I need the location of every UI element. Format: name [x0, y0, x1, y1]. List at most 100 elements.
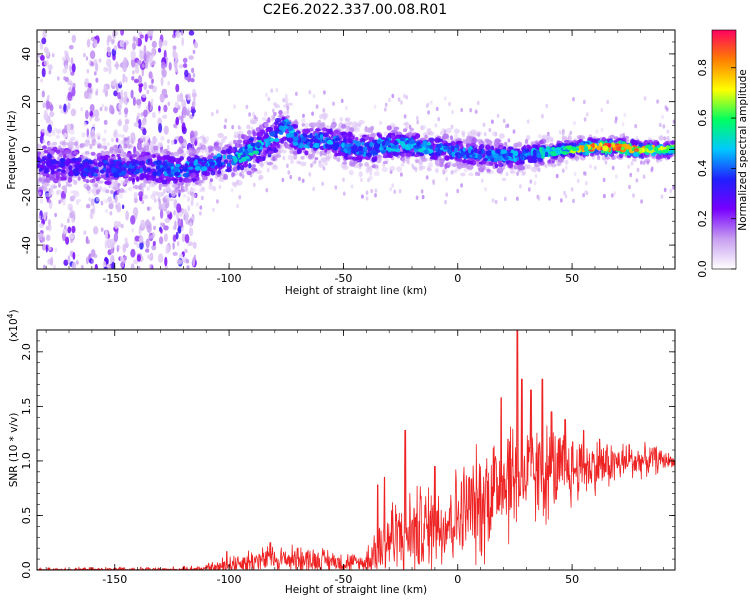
spectrogram-ridge-blob: [460, 172, 466, 177]
spectrogram-ridge-blob: [434, 168, 440, 173]
spectrogram-ridge-blob: [274, 104, 280, 109]
spectrogram-ridge-blob: [112, 186, 119, 191]
spectrogram-noise-blob: [94, 116, 100, 122]
spectrogram-ridge-blob: [524, 138, 529, 144]
spectrogram-ridge-blob: [217, 132, 224, 139]
spectrogram-noise-blob: [124, 237, 128, 245]
spectrogram-noise-blob: [63, 76, 66, 81]
spectrogram-ridge-blob: [324, 161, 328, 166]
spectrogram-scatter-blob: [75, 260, 79, 265]
spectrogram-ridge-blob: [666, 136, 670, 141]
spectrogram-noise-blob: [134, 67, 140, 74]
spectrogram-ridge-blob: [300, 161, 307, 167]
spectrogram-scatter-blob: [302, 113, 305, 119]
spectrogram-noise-blob: [132, 42, 136, 50]
spectrogram-scatter-blob: [589, 164, 592, 169]
spectrogram-noise-blob: [114, 31, 119, 36]
spectrogram-ridge-blob: [236, 139, 243, 144]
spectrogram-ridge-blob: [463, 168, 468, 173]
spectrogram-noise-blob: [175, 116, 180, 126]
spectrogram-scatter-blob: [159, 222, 163, 227]
spectrogram-noise-blob: [186, 109, 190, 117]
spectrogram-noise-blob: [103, 119, 108, 125]
spectrogram-ridge-blob: [120, 153, 126, 158]
spectrogram-ridge-blob: [143, 145, 150, 151]
spectrogram-ridge-blob: [282, 136, 287, 142]
spectrogram-scatter-blob: [295, 91, 298, 97]
spectrogram-ridge-blob: [239, 164, 245, 171]
spectrogram-ridge-blob: [236, 164, 241, 171]
spectrogram-ridge-blob: [51, 129, 55, 134]
spectrogram-scatter-blob: [60, 223, 64, 228]
spectrogram-ridge-blob: [41, 161, 45, 165]
spectrogram-ridge-blob: [609, 134, 615, 139]
spectrogram-ridge-blob: [186, 156, 192, 162]
spectrogram-noise-blob: [143, 44, 147, 55]
spectrogram-ridge-blob: [86, 185, 91, 191]
spectrogram-scatter-blob: [576, 178, 580, 184]
spectrogram-ridge-blob: [528, 164, 532, 170]
spectrogram-scatter-blob: [48, 246, 52, 251]
spectrogram-ridge-blob: [39, 198, 44, 204]
spectrogram-scatter-blob: [391, 93, 395, 99]
spectrogram-ridge-blob: [247, 130, 252, 135]
spectrogram-ridge-blob: [396, 166, 402, 173]
spectrogram-scatter-blob: [600, 127, 604, 132]
spectrogram-scatter-blob: [131, 228, 135, 233]
spectrogram-noise-blob: [143, 81, 148, 91]
spectrogram-scatter-blob: [660, 194, 664, 199]
spectrogram-ridge-blob: [233, 139, 237, 145]
spectrogram-ridge-blob: [82, 178, 88, 182]
spectrogram-scatter-blob: [167, 81, 171, 86]
spectrogram-ridge-blob: [412, 166, 418, 171]
spectrogram-noise-blob: [164, 256, 168, 267]
spectrogram-ridge-blob: [178, 188, 185, 193]
spectrogram-noise-blob: [109, 104, 113, 114]
spectrogram-ridge-blob: [100, 169, 105, 174]
spectrogram-ridge-blob: [355, 136, 359, 141]
spectrogram-noise-blob: [108, 202, 114, 210]
spectrogram-noise-blob: [85, 56, 89, 61]
spectrogram-noise-blob: [190, 137, 196, 144]
spectrogram-scatter-blob: [86, 69, 90, 74]
spectrogram-ridge-blob: [426, 127, 431, 132]
spectrogram-ridge-blob: [236, 180, 243, 186]
spectrogram-ridge-blob: [128, 176, 133, 182]
spectrogram-ridge-blob: [447, 161, 452, 166]
spectrogram-ridge-blob: [207, 145, 214, 150]
spectrogram-scatter-blob: [384, 102, 388, 108]
spectrogram-ridge-blob: [516, 161, 520, 166]
spectrogram-ridge-blob: [148, 179, 152, 184]
spectrogram-scatter-blob: [150, 98, 154, 103]
spectrogram-scatter-blob: [252, 112, 256, 117]
spectrogram-scatter-blob: [570, 187, 574, 192]
spectrogram-noise-blob: [87, 82, 92, 88]
spectrogram-noise-blob: [193, 101, 196, 106]
spectrogram-ridge-blob: [428, 137, 435, 143]
spectrogram-noise-blob: [70, 57, 74, 65]
spectrogram-ridge-blob: [106, 181, 112, 185]
spectrogram-scatter-blob: [298, 176, 301, 181]
spectrogram-noise-blob: [43, 46, 49, 54]
spectrogram-scatter-blob: [310, 163, 313, 168]
spectrogram-noise-blob: [133, 192, 138, 198]
spectrogram-noise-blob: [151, 78, 154, 84]
spectrogram-noise-blob: [85, 109, 89, 120]
spectrogram-ridge-blob: [275, 117, 282, 123]
spectrogram-ridge-blob: [286, 121, 292, 125]
spectrogram-ridge-blob: [97, 189, 101, 193]
spectrogram-noise-blob: [121, 204, 125, 210]
spectrogram-noise-blob: [131, 76, 135, 81]
spectrogram-ridge-blob: [183, 194, 187, 198]
spectrogram-ridge-blob: [52, 185, 57, 189]
spectrogram-ridge-blob: [564, 140, 568, 144]
spectrogram-scatter-blob: [141, 63, 145, 68]
spectrogram-scatter-blob: [111, 137, 114, 143]
spectrogram-ridge-blob: [95, 177, 100, 182]
spectrogram-ridge-blob: [102, 141, 107, 146]
spectrogram-scatter-blob: [267, 96, 271, 102]
spectrogram-ridge-blob: [368, 175, 373, 181]
spectrogram-ridge-blob: [145, 135, 150, 141]
spectrogram-scatter-blob: [45, 226, 49, 231]
